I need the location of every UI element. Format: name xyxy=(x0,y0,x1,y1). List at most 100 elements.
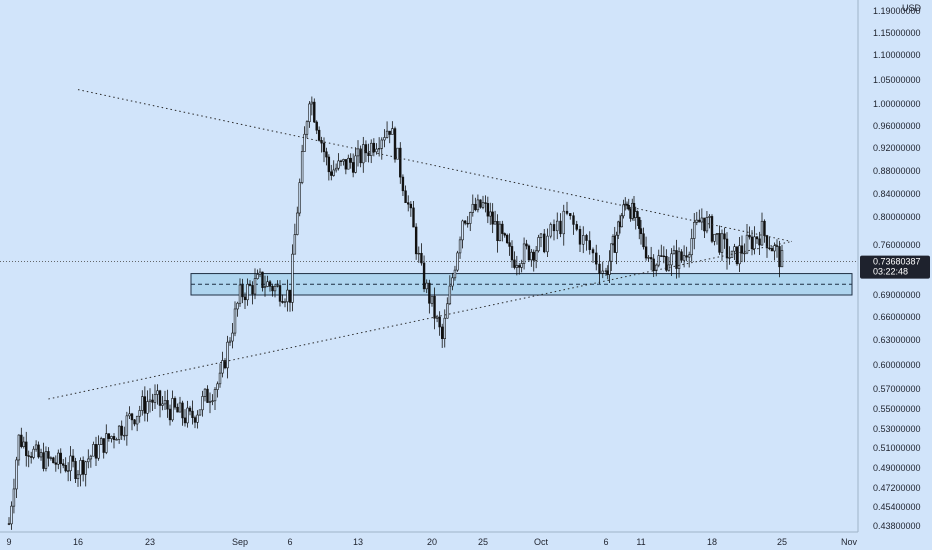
candle xyxy=(339,159,343,167)
candle xyxy=(740,235,744,263)
candle xyxy=(753,226,756,255)
candle xyxy=(176,403,179,413)
candle xyxy=(748,226,751,240)
candle xyxy=(755,235,759,244)
candle xyxy=(211,394,214,406)
candle xyxy=(156,384,159,405)
candle xyxy=(404,185,407,203)
y-tick-label: 0.92000000 xyxy=(873,143,921,153)
candle xyxy=(505,233,509,245)
candle xyxy=(476,194,480,213)
candle xyxy=(493,210,497,225)
candle xyxy=(226,335,229,379)
candle xyxy=(330,164,333,181)
x-tick-label: 16 xyxy=(73,537,83,547)
candle xyxy=(474,197,477,212)
candle xyxy=(130,412,134,431)
triangle-lower-line[interactable] xyxy=(48,241,792,400)
candle xyxy=(430,295,434,307)
y-tick-label: 0.49000000 xyxy=(873,463,921,473)
candle xyxy=(120,420,123,440)
x-tick-label: Sep xyxy=(232,537,248,547)
candle xyxy=(710,214,714,244)
candle xyxy=(178,396,182,413)
x-tick-label: Nov xyxy=(841,537,858,547)
candle xyxy=(362,136,365,173)
candle xyxy=(351,153,355,178)
candle xyxy=(143,386,147,422)
candle xyxy=(99,436,103,445)
candle xyxy=(530,248,533,267)
candle xyxy=(310,96,314,116)
triangle-upper-line[interactable] xyxy=(77,89,792,242)
candle xyxy=(438,311,441,336)
candle xyxy=(37,441,40,459)
y-tick-label: 0.47200000 xyxy=(873,483,921,493)
candle xyxy=(733,243,736,260)
candle xyxy=(141,390,144,416)
candle xyxy=(552,219,556,241)
candle xyxy=(562,204,565,246)
candle xyxy=(337,153,340,171)
candle xyxy=(342,158,345,166)
candle xyxy=(107,433,111,442)
candle xyxy=(258,268,262,278)
candle xyxy=(20,427,23,449)
candle xyxy=(216,381,219,398)
candle xyxy=(503,232,506,238)
candle xyxy=(273,283,277,298)
candle xyxy=(422,255,426,293)
y-tick-label: 1.05000000 xyxy=(873,75,921,85)
candle xyxy=(293,223,297,255)
candle xyxy=(682,245,686,268)
candle xyxy=(685,246,688,262)
candle xyxy=(491,203,494,234)
candle xyxy=(94,436,98,467)
candle xyxy=(728,246,731,265)
candle xyxy=(148,388,152,413)
candle xyxy=(64,457,67,473)
y-tick-label: 0.45400000 xyxy=(873,502,921,512)
candle xyxy=(401,174,405,196)
candle xyxy=(409,201,413,217)
y-tick-label: 0.53000000 xyxy=(873,424,921,434)
candle xyxy=(662,246,666,264)
candle xyxy=(383,129,386,148)
candle xyxy=(713,233,716,246)
candle xyxy=(268,280,272,292)
x-tick-label: 9 xyxy=(6,537,11,547)
last-price-value: 0.73680387 xyxy=(873,257,921,267)
candle xyxy=(665,249,668,272)
candle xyxy=(89,454,93,468)
candle xyxy=(44,446,48,472)
candle xyxy=(305,120,309,139)
candle xyxy=(188,405,192,416)
candle xyxy=(559,213,562,238)
candle xyxy=(745,223,749,255)
candle xyxy=(231,323,234,349)
candle xyxy=(636,210,639,227)
candle xyxy=(649,246,653,271)
candle xyxy=(123,426,126,441)
candle xyxy=(151,393,154,411)
candle xyxy=(196,410,199,429)
candle xyxy=(501,220,504,242)
candle xyxy=(660,244,663,257)
x-tick-label: 23 xyxy=(145,537,155,547)
candle xyxy=(515,255,519,276)
y-tick-label: 1.15000000 xyxy=(873,28,921,38)
y-tick-label: 1.00000000 xyxy=(873,99,921,109)
candle xyxy=(228,337,232,346)
candle xyxy=(481,195,485,210)
candle xyxy=(484,195,487,213)
x-tick-label: 13 xyxy=(353,537,363,547)
candle xyxy=(391,121,394,135)
candle xyxy=(407,195,410,212)
candle xyxy=(680,249,683,263)
y-tick-label: 0.80000000 xyxy=(873,212,921,222)
candle xyxy=(7,517,11,526)
candle xyxy=(723,227,726,249)
candle xyxy=(327,154,331,181)
